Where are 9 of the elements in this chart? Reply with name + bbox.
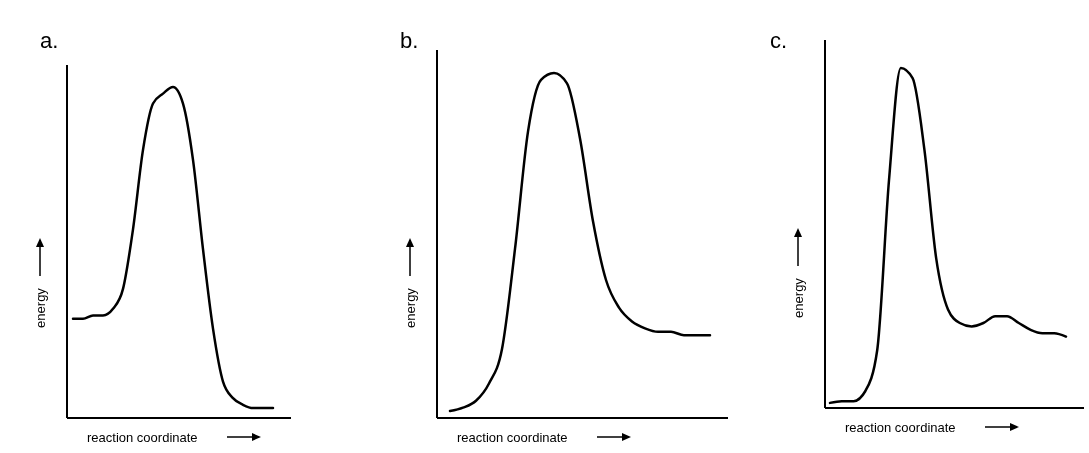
y-axis-title: energy xyxy=(403,287,418,328)
x-axis-title: reaction coordinate xyxy=(87,430,198,445)
x-axis-title: reaction coordinate xyxy=(845,420,956,435)
chart-title: b. xyxy=(400,28,419,53)
y-axis-title: energy xyxy=(791,277,806,318)
y-axis-title: energy xyxy=(33,287,48,328)
chart-title: a. xyxy=(40,28,59,53)
x-axis-title: reaction coordinate xyxy=(457,430,568,445)
chart-title: c. xyxy=(770,28,788,53)
